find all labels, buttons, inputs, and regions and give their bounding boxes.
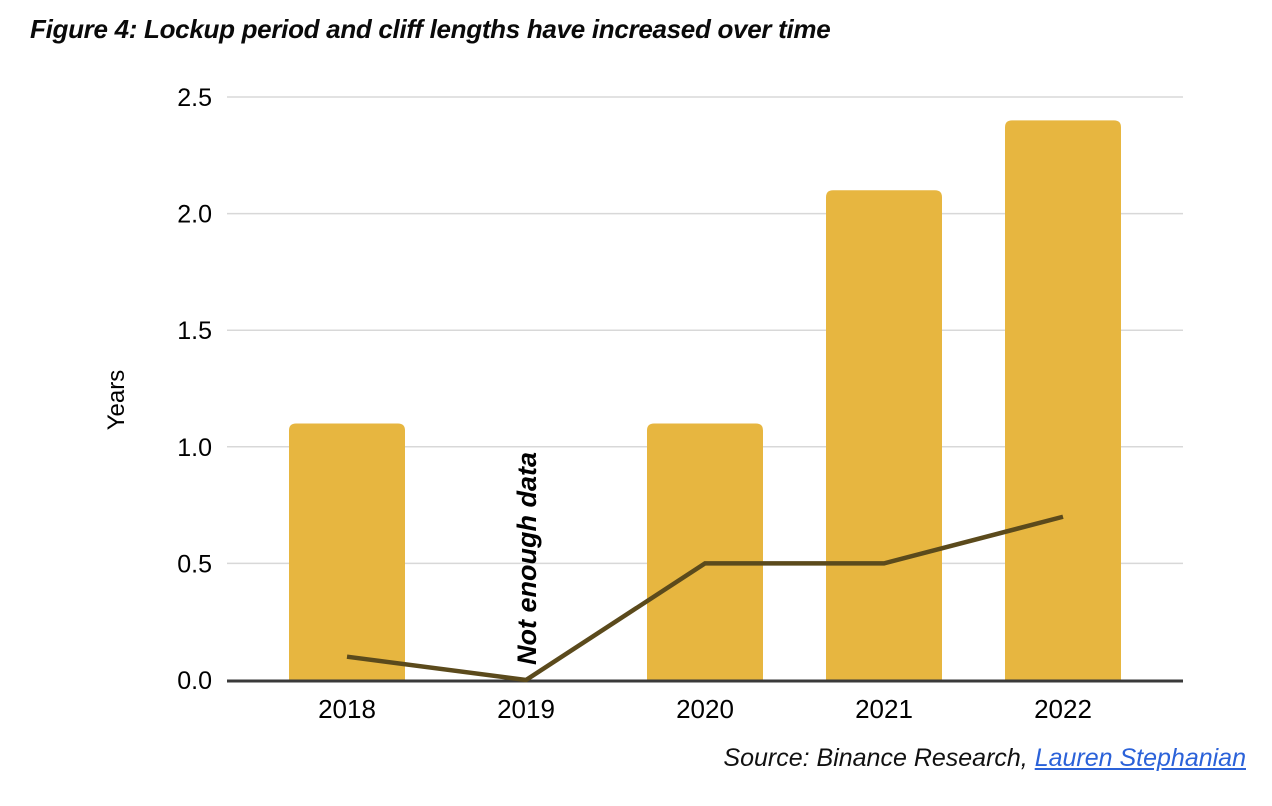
y-tick-label-2.0: 2.0	[177, 201, 212, 229]
x-tick-label-2019: 2019	[497, 694, 555, 724]
y-tick-label-0.5: 0.5	[177, 550, 212, 578]
y-tick-label-2.5: 2.5	[177, 84, 212, 112]
x-tick-label-2022: 2022	[1034, 694, 1092, 724]
annotation-not-enough-data: Not enough data	[512, 452, 542, 665]
bar-2018	[289, 423, 405, 680]
y-axis-title: Years	[103, 370, 130, 431]
source-text: Source: Binance Research,	[723, 744, 1035, 772]
x-tick-label-2020: 2020	[676, 694, 734, 724]
bar-2021	[826, 190, 942, 680]
y-tick-label-1.5: 1.5	[177, 317, 212, 345]
trend-line	[346, 514, 1064, 683]
source-caption: Source: Binance Research, Lauren Stephan…	[723, 744, 1246, 773]
figure-title: Figure 4: Lockup period and cliff length…	[30, 14, 831, 44]
bar-2020	[647, 423, 763, 680]
bar-2022	[1005, 120, 1121, 680]
x-tick-label-2018: 2018	[318, 694, 376, 724]
y-tick-label-1.0: 1.0	[177, 434, 212, 462]
x-tick-label-2021: 2021	[855, 694, 913, 724]
y-tick-label-0.0: 0.0	[177, 667, 212, 695]
source-link[interactable]: Lauren Stephanian	[1034, 744, 1246, 772]
